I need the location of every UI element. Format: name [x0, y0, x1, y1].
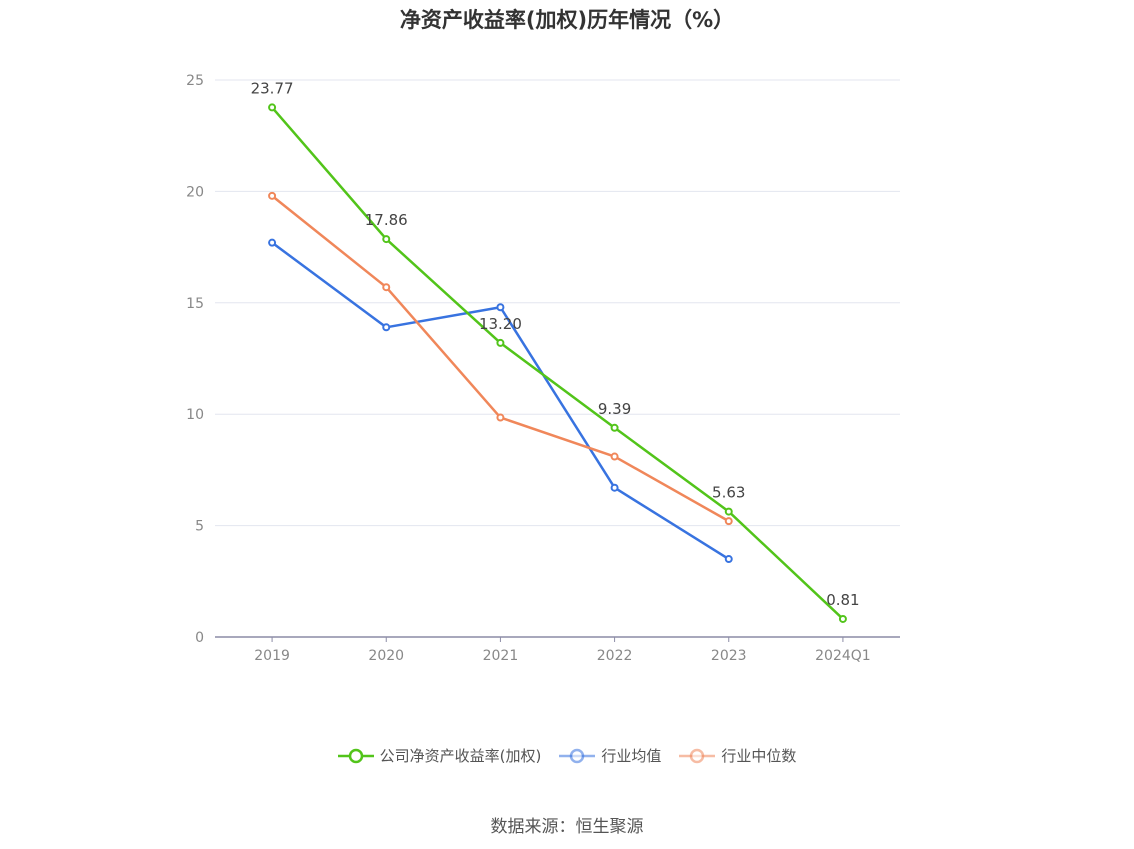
- series-line-1: [271, 241, 730, 561]
- data-point: [496, 338, 505, 347]
- legend-item[interactable]: 公司净资产收益率(加权): [337, 745, 542, 766]
- y-tick-label: 5: [195, 519, 204, 535]
- series-line-2: [271, 194, 730, 523]
- legend-label: 公司净资产收益率(加权): [379, 747, 542, 765]
- chart-title: 净资产收益率(加权)历年情况（%）: [399, 8, 735, 32]
- data-point: [382, 323, 391, 332]
- x-tick-label: 2024Q1: [815, 648, 871, 664]
- data-source: 数据来源：恒生聚源: [490, 817, 644, 837]
- series-line-0: [271, 106, 844, 620]
- legend-label: 行业均值: [601, 747, 662, 765]
- data-point: [268, 191, 277, 200]
- legend-label: 行业中位数: [721, 747, 797, 765]
- data-point: [496, 413, 505, 422]
- x-tick-label: 2019: [254, 648, 290, 664]
- legend-swatch: [559, 748, 596, 763]
- legend-item[interactable]: 行业均值: [559, 745, 661, 766]
- data-point: [382, 283, 391, 292]
- data-point: [724, 517, 733, 526]
- legend: 公司净资产收益率(加权) 行业均值 行业中位数: [0, 745, 1134, 766]
- data-point: [724, 555, 733, 564]
- x-tick-label: 2023: [711, 648, 747, 664]
- data-point: [610, 452, 619, 461]
- y-tick-label: 25: [186, 73, 204, 89]
- data-label: 13.20: [479, 315, 522, 333]
- y-tick-label: 10: [186, 407, 204, 423]
- x-tick-label: 2022: [597, 648, 633, 664]
- legend-swatch: [679, 748, 716, 763]
- legend-swatch: [337, 748, 374, 763]
- data-point: [610, 483, 619, 492]
- data-label: 5.63: [712, 484, 745, 502]
- x-tick-label: 2021: [483, 648, 519, 664]
- y-tick-label: 0: [195, 630, 204, 646]
- data-point: [496, 303, 505, 312]
- data-label: 17.86: [365, 211, 408, 229]
- data-label: 9.39: [598, 400, 631, 418]
- data-label: 0.81: [826, 591, 859, 609]
- data-point: [610, 423, 619, 432]
- data-point: [838, 614, 847, 623]
- data-point: [382, 235, 391, 244]
- data-point: [268, 103, 277, 112]
- y-tick-label: 20: [186, 184, 204, 200]
- legend-item[interactable]: 行业中位数: [679, 745, 796, 766]
- y-tick-label: 15: [186, 296, 204, 312]
- data-label: 23.77: [251, 79, 294, 97]
- data-point: [724, 507, 733, 516]
- data-point: [268, 238, 277, 247]
- x-tick-label: 2020: [368, 648, 404, 664]
